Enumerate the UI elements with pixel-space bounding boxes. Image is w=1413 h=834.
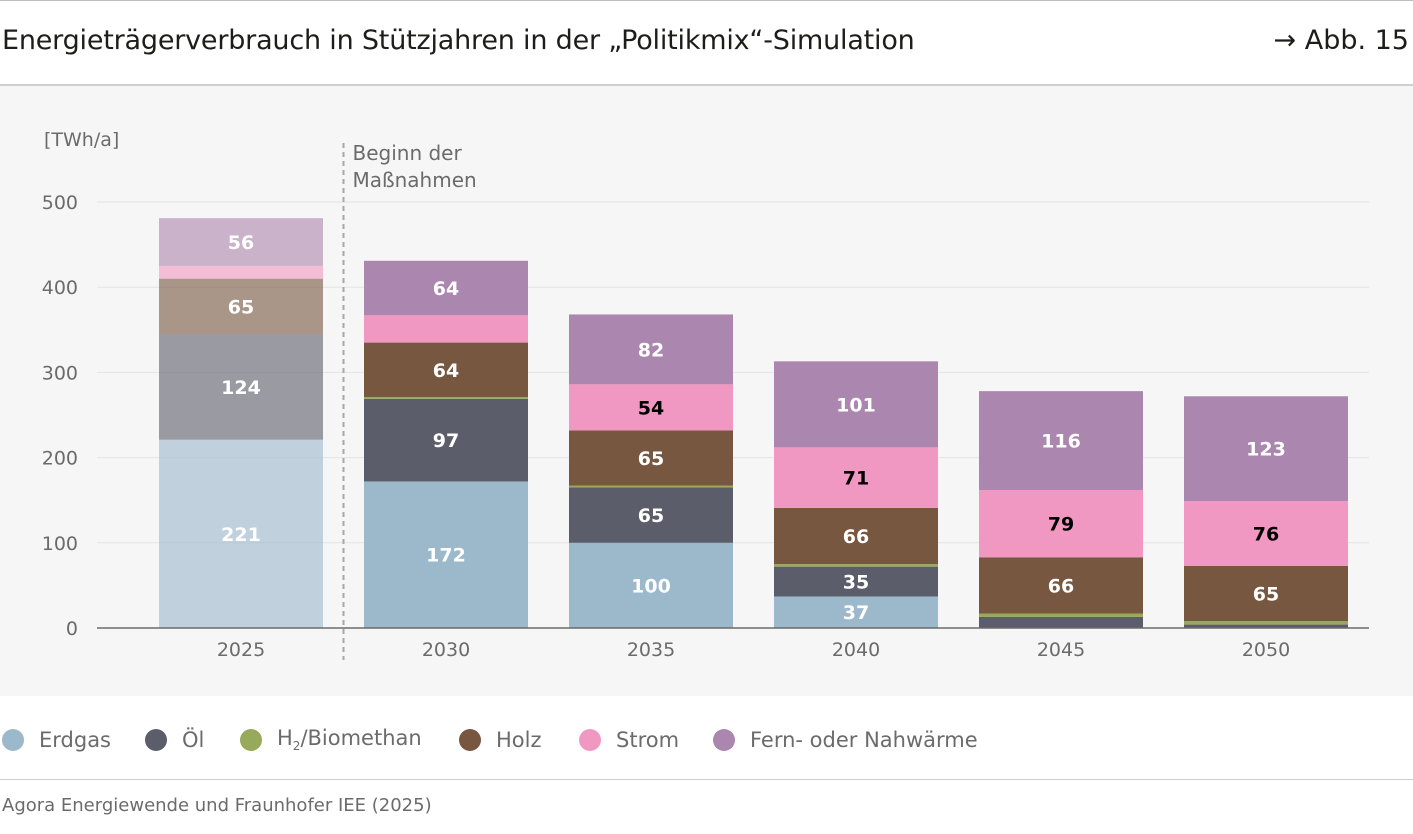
bar-2030-strom xyxy=(364,315,528,343)
bar-2035-strom xyxy=(569,384,733,431)
source-note: Agora Energiewende und Fraunhofer IEE (2… xyxy=(2,795,432,816)
data-label-2035-erdgas: 100 xyxy=(631,575,671,597)
bar-2035-h2-biomethan xyxy=(569,485,733,488)
x-tick-label-2040: 2040 xyxy=(832,639,880,661)
figure-reference: → Abb. 15 xyxy=(1273,25,1409,56)
bar-2025-erdgas xyxy=(159,439,323,628)
data-label-2045-strom: 79 xyxy=(1048,514,1074,536)
y-axis-label: [TWh/a] xyxy=(44,129,119,151)
bar-2040--l xyxy=(774,566,938,597)
x-tick-label-2030: 2030 xyxy=(422,639,470,661)
bar-2030-h2-biomethan xyxy=(364,397,528,399)
bar-2040-h2-biomethan xyxy=(774,564,938,567)
bar-2030-fern-oder-nahw-rme xyxy=(364,260,528,316)
legend-label-oel: Öl xyxy=(182,728,205,752)
legend-item-oel: Öl xyxy=(145,722,204,758)
legend-item-erdgas: Erdgas xyxy=(2,722,111,758)
legend-swatch-fernwaerme xyxy=(713,729,735,751)
y-tick-label-400: 400 xyxy=(42,277,78,299)
bar-2030--l xyxy=(364,398,528,482)
y-tick-label-100: 100 xyxy=(42,533,78,555)
bar-2050-strom xyxy=(1184,501,1348,566)
annotation-line-2: Maßnahmen xyxy=(353,168,477,192)
bar-2050--l xyxy=(1184,624,1348,628)
legend-swatch-holz xyxy=(459,729,481,751)
bar-2045-strom xyxy=(979,489,1143,558)
data-label-2040-erdgas: 37 xyxy=(843,602,869,624)
data-label-2035--l: 65 xyxy=(638,505,664,527)
header-divider xyxy=(0,84,1413,86)
legend: Erdgas Öl H2/Biomethan Holz Strom Fern- … xyxy=(0,722,1413,758)
bar-2030-holz xyxy=(364,342,528,398)
bar-2040-erdgas xyxy=(774,596,938,628)
legend-label-strom: Strom xyxy=(616,728,680,752)
bar-2045--l xyxy=(979,616,1143,628)
y-tick-label-0: 0 xyxy=(66,618,78,640)
bar-2025-fern-oder-nahw-rme xyxy=(159,218,323,266)
data-label-2025-fern-oder-nahw-rme: 56 xyxy=(228,232,254,254)
bar-2035--l xyxy=(569,487,733,543)
data-label-2030--l: 97 xyxy=(433,430,459,452)
header: Energieträgerverbrauch in Stützjahren in… xyxy=(0,1,1413,84)
data-label-2035-strom: 54 xyxy=(638,397,664,419)
data-label-2040--l: 35 xyxy=(843,572,869,594)
bar-2030-erdgas xyxy=(364,481,528,628)
bar-2045-holz xyxy=(979,557,1143,614)
x-tick-label-2035: 2035 xyxy=(627,639,675,661)
data-label-2040-holz: 66 xyxy=(843,526,869,548)
data-label-2040-fern-oder-nahw-rme: 101 xyxy=(836,394,876,416)
data-label-2035-holz: 65 xyxy=(638,448,664,470)
bar-2025-holz xyxy=(159,278,323,335)
legend-item-strom: Strom xyxy=(579,722,679,758)
data-label-2030-holz: 64 xyxy=(433,360,459,382)
legend-item-holz: Holz xyxy=(459,722,542,758)
bar-2040-fern-oder-nahw-rme xyxy=(774,361,938,448)
y-tick-label-500: 500 xyxy=(42,192,78,214)
legend-label-fernwaerme: Fern- oder Nahwärme xyxy=(750,728,978,752)
legend-swatch-strom xyxy=(579,729,601,751)
data-label-2025--l: 124 xyxy=(221,377,261,399)
data-label-2030-erdgas: 172 xyxy=(426,545,466,567)
bar-2035-holz xyxy=(569,430,733,486)
legend-label-holz: Holz xyxy=(496,728,542,752)
bar-2035-erdgas xyxy=(569,542,733,628)
data-label-2050-holz: 65 xyxy=(1253,583,1279,605)
bar-2045-fern-oder-nahw-rme xyxy=(979,391,1143,490)
chart-title: Energieträgerverbrauch in Stützjahren in… xyxy=(2,25,915,56)
bar-2035-fern-oder-nahw-rme xyxy=(569,314,733,385)
bar-2025-strom xyxy=(159,265,323,279)
legend-swatch-oel xyxy=(145,729,167,751)
data-label-2050-fern-oder-nahw-rme: 123 xyxy=(1246,439,1286,461)
bar-2025--l xyxy=(159,334,323,440)
bar-2040-holz xyxy=(774,507,938,565)
legend-label-h2-biomethan: H2/Biomethan xyxy=(277,726,422,754)
data-label-2030-fern-oder-nahw-rme: 64 xyxy=(433,278,459,300)
bar-2045-h2-biomethan xyxy=(979,613,1143,617)
x-tick-label-2045: 2045 xyxy=(1037,639,1085,661)
legend-item-fernwaerme: Fern- oder Nahwärme xyxy=(713,722,978,758)
bar-2040-strom xyxy=(774,447,938,508)
y-tick-label-200: 200 xyxy=(42,448,78,470)
bar-2050-h2-biomethan xyxy=(1184,621,1348,625)
footer-divider xyxy=(0,779,1413,780)
x-tick-label-2050: 2050 xyxy=(1242,639,1290,661)
data-label-2045-fern-oder-nahw-rme: 116 xyxy=(1041,431,1081,453)
data-label-2040-strom: 71 xyxy=(843,468,869,490)
y-tick-label-300: 300 xyxy=(42,362,78,384)
bar-2050-fern-oder-nahw-rme xyxy=(1184,396,1348,502)
data-label-2050-strom: 76 xyxy=(1253,523,1279,545)
legend-swatch-erdgas xyxy=(2,729,24,751)
annotation-line-1: Beginn der xyxy=(353,141,463,165)
stacked-bar-chart: 0 100 200 300 400 500 [TWh/a] 221 124 65 56 2025 172… xyxy=(42,129,1369,661)
x-tick-label-2025: 2025 xyxy=(217,639,265,661)
bar-2050-holz xyxy=(1184,565,1348,622)
legend-item-h2-biomethan: H2/Biomethan xyxy=(240,722,422,758)
data-label-2025-erdgas: 221 xyxy=(221,524,261,546)
data-label-2035-fern-oder-nahw-rme: 82 xyxy=(638,339,664,361)
top-rule xyxy=(0,0,1413,1)
legend-swatch-h2-biomethan xyxy=(240,729,262,751)
data-label-2025-holz: 65 xyxy=(228,296,254,318)
legend-label-erdgas: Erdgas xyxy=(39,728,112,752)
data-label-2045-holz: 66 xyxy=(1048,575,1074,597)
